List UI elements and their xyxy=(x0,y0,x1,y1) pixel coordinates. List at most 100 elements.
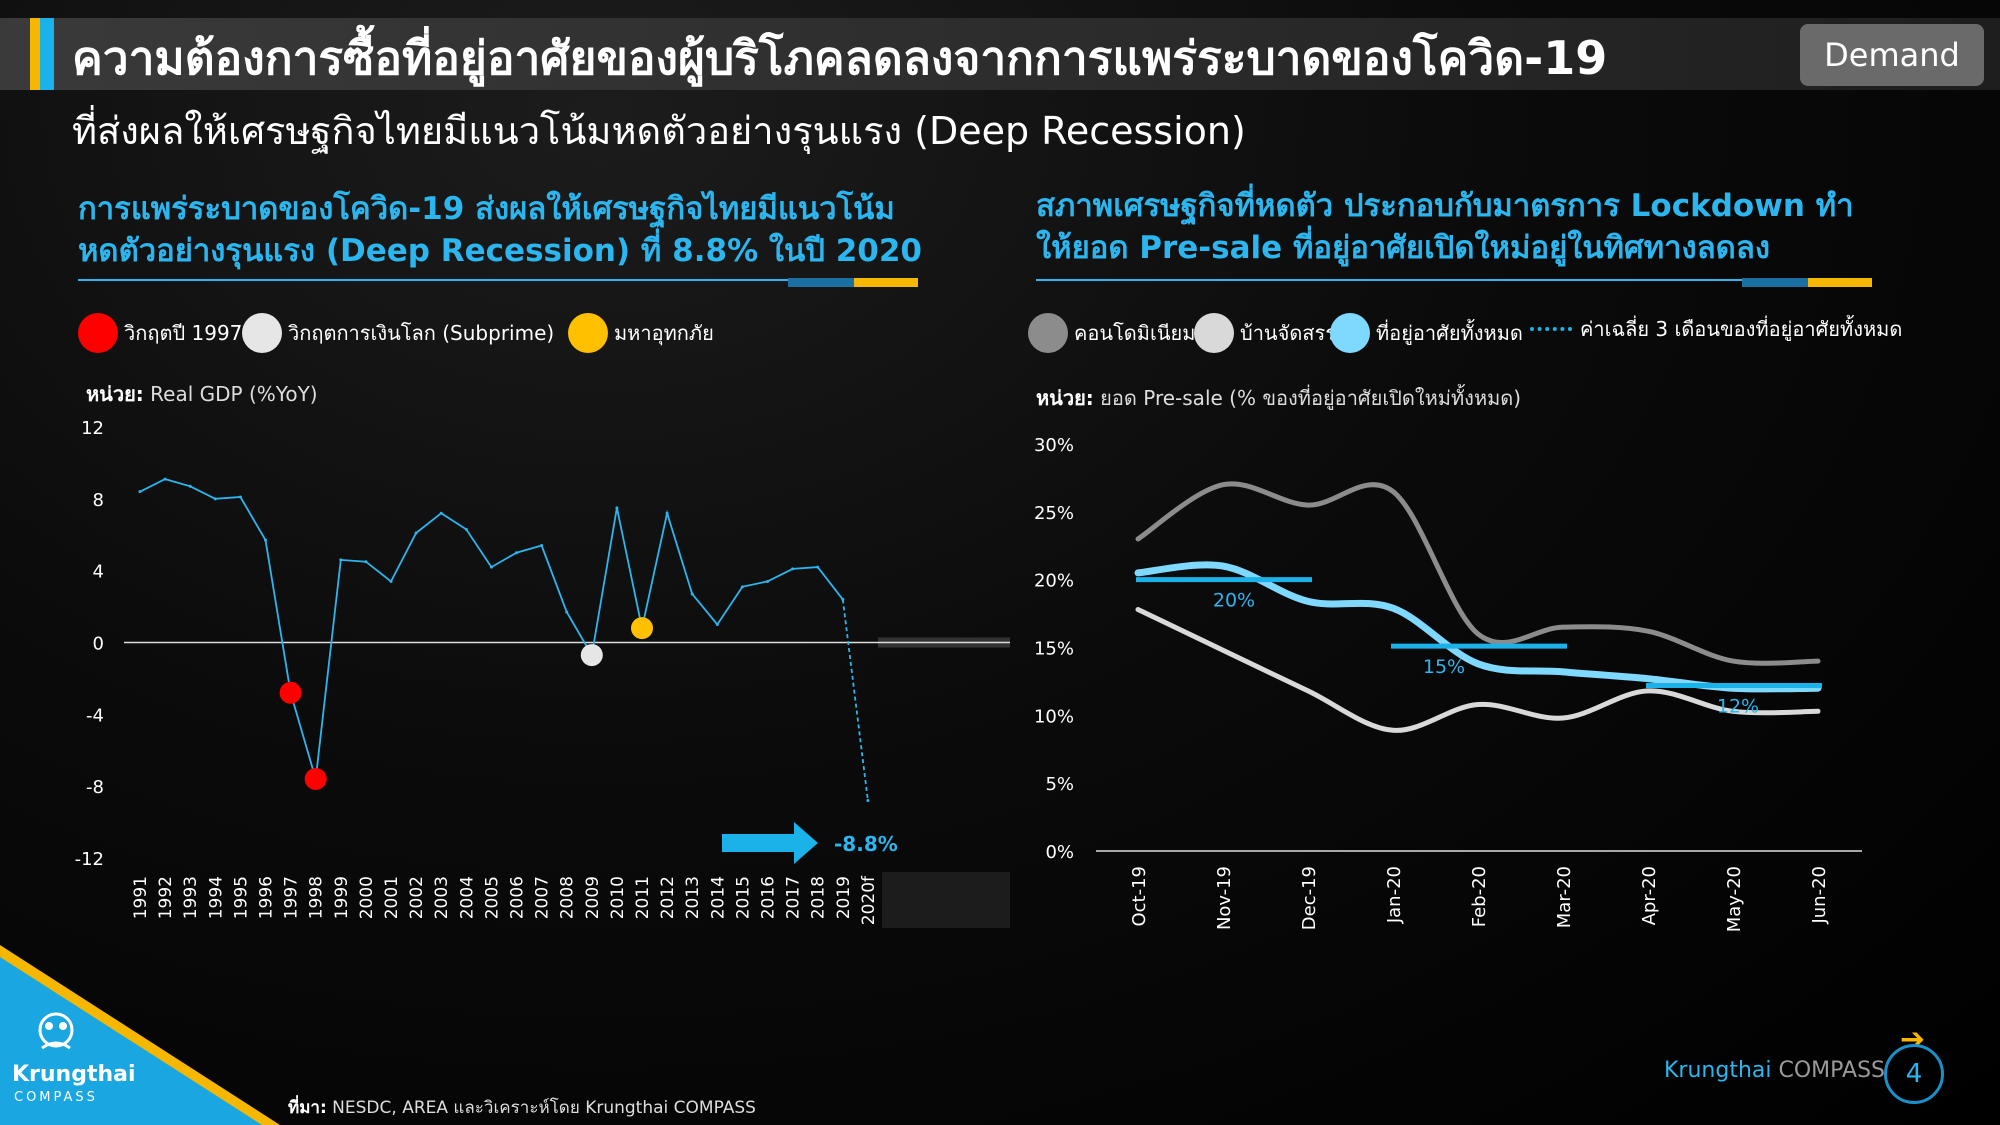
page-subtitle: ที่ส่งผลให้เศรษฐกิจไทยมีแนวโน้มหดตัวอย่า… xyxy=(72,109,1246,153)
x-tick-label: 2011 xyxy=(633,876,653,919)
x-tick-label: 1996 xyxy=(257,876,277,919)
logo-name: Krungthai xyxy=(12,1062,136,1087)
all-housing-series-line xyxy=(1134,561,1822,693)
right-underline-accent-yellow xyxy=(1808,278,1872,287)
right-underline-accent-blue xyxy=(1742,278,1808,287)
x-tick-label: 2015 xyxy=(733,876,753,919)
unit-prefix: หน่วย: xyxy=(1036,386,1094,410)
page-title: ความต้องการซื้อที่อยู่อาศัยของผู้บริโภคล… xyxy=(72,31,1608,85)
unit-prefix: หน่วย: xyxy=(86,382,144,406)
title-accent-yellow xyxy=(30,18,40,90)
right-legend-item-avg: ค่าเฉลี่ย 3 เดือนของที่อยู่อาศัยทั้งหมด xyxy=(1530,313,1902,345)
white-dot-icon xyxy=(242,313,282,353)
y-tick-label: 4 xyxy=(93,562,104,583)
y-tick-label: 30% xyxy=(1034,435,1074,456)
x-tick-label: 2013 xyxy=(683,876,703,919)
y-tick-label: 0 xyxy=(93,634,104,655)
y-tick-label: 12 xyxy=(81,418,104,439)
x-tick-label: May-20 xyxy=(1724,866,1745,932)
gdp-point xyxy=(515,551,518,555)
gdp-point xyxy=(163,477,167,481)
gdp-point xyxy=(740,585,744,589)
x-tick-label: Oct-19 xyxy=(1129,866,1150,927)
left-legend-item-subprime: วิกฤตการเงินโลก (Subprime) xyxy=(242,313,554,353)
x-tick-label: 1995 xyxy=(231,876,251,919)
right-legend-item-house: บ้านจัดสรร xyxy=(1194,313,1336,353)
dotted-line-icon xyxy=(1530,327,1572,331)
x-tick-label: 2019 xyxy=(834,876,854,919)
source-prefix: ที่มา: xyxy=(288,1098,327,1118)
avg-label: 12% xyxy=(1717,695,1759,717)
y-tick-label: -8 xyxy=(86,777,104,798)
left-underline-accent-blue xyxy=(788,278,854,287)
crisis-marker xyxy=(279,681,302,704)
left-underline-accent-yellow xyxy=(854,278,918,287)
gdp-point xyxy=(464,527,468,531)
y-tick-label: 15% xyxy=(1034,639,1074,660)
left-title-line1: การแพร่ระบาดของโควิด-19 ส่งผลให้เศรษฐกิจ… xyxy=(78,191,895,227)
crisis-marker xyxy=(631,617,653,640)
avg-label: 15% xyxy=(1423,656,1465,678)
x-tick-label: 2001 xyxy=(382,876,402,919)
right-legend-item-all: ที่อยู่อาศัยทั้งหมด xyxy=(1330,313,1523,353)
crisis-marker xyxy=(580,644,603,667)
x-tick-label: 2010 xyxy=(608,876,628,919)
y-tick-label: 10% xyxy=(1034,706,1074,727)
gdp-point xyxy=(264,538,267,542)
avg-label: 20% xyxy=(1213,590,1255,612)
lightblue-dot-icon xyxy=(1330,313,1370,353)
crisis-marker xyxy=(304,767,327,790)
gdp-annotation: -8.8% xyxy=(834,832,898,856)
x-tick-label: 2017 xyxy=(784,876,804,919)
legend-label: วิกฤตปี 1997 xyxy=(124,321,243,345)
gdp-point xyxy=(565,610,569,614)
forecast-arrow-icon xyxy=(722,822,818,864)
y-tick-label: 20% xyxy=(1034,571,1074,592)
gdp-point xyxy=(841,597,845,601)
x-tick-label: 1998 xyxy=(307,876,327,919)
y-tick-label: 25% xyxy=(1034,503,1074,524)
x-tick-label: 2000 xyxy=(357,876,377,919)
right-unit-label: หน่วย: ยอด Pre-sale (% ของที่อยู่อาศัยเป… xyxy=(1036,382,1521,414)
grey-dot-icon xyxy=(1028,313,1068,353)
title-accent-blue xyxy=(40,18,54,90)
gdp-point xyxy=(238,495,242,499)
legend-label: ที่อยู่อาศัยทั้งหมด xyxy=(1376,321,1523,345)
x-tick-label: 1994 xyxy=(206,876,226,919)
legend-label: ค่าเฉลี่ย 3 เดือนของที่อยู่อาศัยทั้งหมด xyxy=(1580,317,1903,341)
gdp-forecast-line xyxy=(841,599,869,801)
legend-label: มหาอุทกภัย xyxy=(614,321,714,345)
x-tick-label: 2014 xyxy=(708,876,728,919)
left-title-underline xyxy=(78,279,854,281)
x-tick-label: 1991 xyxy=(131,876,151,919)
red-dot-icon xyxy=(78,313,118,353)
y-tick-label: 0% xyxy=(1045,842,1074,863)
left-legend-item-flood: มหาอุทกภัย xyxy=(568,313,714,353)
gdp-point xyxy=(615,506,619,510)
source-note: ที่มา: NESDC, AREA และวิเคราะห์โดย Krung… xyxy=(288,1094,756,1121)
x-tick-label: Apr-20 xyxy=(1639,866,1660,925)
gdp-point xyxy=(389,579,393,583)
forecast-label-band xyxy=(882,872,1010,928)
brand-compass: COMPASS xyxy=(1778,1058,1886,1083)
gdp-point xyxy=(866,799,870,803)
right-panel-title: สภาพเศรษฐกิจที่หดตัว ประกอบกับมาตรการ Lo… xyxy=(1036,185,1854,269)
gdp-point xyxy=(414,531,418,535)
x-tick-label: 2016 xyxy=(759,876,779,919)
gdp-point xyxy=(213,497,217,501)
left-legend-item-1997: วิกฤตปี 1997 xyxy=(78,313,242,353)
gdp-point xyxy=(690,592,694,596)
source-text: NESDC, AREA และวิเคราะห์โดย Krungthai CO… xyxy=(332,1098,756,1118)
x-tick-label: 2012 xyxy=(658,876,678,919)
right-legend-item-condo: คอนโดมิเนียม xyxy=(1028,313,1195,353)
y-tick-label: 8 xyxy=(93,490,104,511)
right-title-line2: ให้ยอด Pre-sale ที่อยู่อาศัยเปิดใหม่อยู่… xyxy=(1036,230,1770,266)
page-number: 4 xyxy=(1884,1044,1944,1104)
unit-text: Real GDP (%YoY) xyxy=(150,382,318,406)
x-tick-label: 2006 xyxy=(508,876,528,919)
demand-badge[interactable]: Demand xyxy=(1800,24,1984,86)
x-tick-label: 2003 xyxy=(432,876,452,919)
x-tick-label: 2018 xyxy=(809,876,829,919)
left-unit-label: หน่วย: Real GDP (%YoY) xyxy=(86,378,318,410)
